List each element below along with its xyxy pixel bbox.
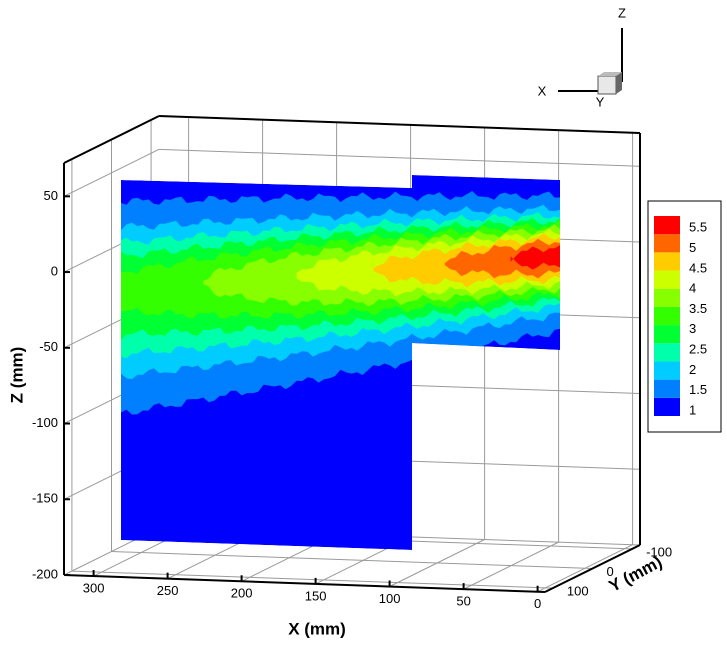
legend-label: 4 [689, 281, 696, 296]
legend-label: 2 [689, 362, 696, 377]
x-tick-label: 250 [157, 583, 179, 598]
z-axis-label: Z (mm) [7, 347, 26, 404]
contour-band [510, 245, 560, 270]
legend-label: 3 [689, 321, 696, 336]
axis-edge [63, 574, 546, 593]
legend-swatch [654, 306, 680, 326]
triad-cube [597, 75, 617, 95]
legend-label: 5 [689, 240, 696, 255]
x-axis-label: X (mm) [288, 619, 346, 638]
axis-edge [63, 115, 160, 164]
triad-cube-top [598, 72, 622, 76]
legend-swatch [654, 234, 680, 253]
triad-x-label: X [538, 83, 547, 98]
z-tick-label: 0 [51, 263, 58, 278]
triad-y-label: Y [596, 94, 605, 109]
legend-swatch [654, 270, 680, 289]
grid-line [71, 570, 553, 589]
grid-line [158, 148, 641, 167]
legend-swatch [654, 379, 680, 398]
x-tick-label: 100 [379, 591, 401, 606]
z-tick-label: -100 [32, 415, 58, 430]
legend-swatch [654, 361, 680, 380]
legend-swatch [654, 325, 680, 344]
legend: 1 1.5 2 2.5 3 3.5 4 4.5 5 5.5 [654, 216, 707, 417]
x-tick-label: 300 [83, 580, 105, 595]
z-tick-label: -150 [32, 491, 58, 506]
legend-swatch [654, 216, 680, 235]
legend-label: 5.5 [689, 220, 707, 235]
labels: 300 250 200 150 100 50 0 50 0 -50 -100 -150 -200 -100… [32, 188, 672, 611]
x-tick-label: 200 [231, 586, 253, 601]
z-tick-label: -200 [32, 566, 58, 581]
legend-swatch [654, 343, 680, 362]
legend-swatch [654, 397, 680, 416]
legend-label: 1 [689, 402, 696, 417]
triad-cube-side [616, 72, 622, 94]
legend-label: 1.5 [689, 382, 707, 397]
x-tick-label: 0 [534, 596, 541, 611]
axis-edge [544, 544, 641, 593]
legend-swatch [654, 252, 680, 271]
y-tick-label: 100 [567, 584, 589, 599]
x-tick-label: 50 [456, 594, 470, 609]
z-tick-label: -50 [39, 339, 58, 354]
z-tick-label: 50 [44, 188, 58, 203]
orientation-triad: Z X Y [538, 5, 626, 109]
triad-z-label: Z [618, 5, 626, 20]
legend-label: 3.5 [689, 301, 707, 316]
plot-layer [121, 175, 560, 550]
x-tick-label: 150 [305, 588, 327, 603]
grid-line [111, 551, 593, 569]
y-tick-label: -100 [646, 544, 672, 559]
box-edges [63, 115, 641, 593]
legend-label: 2.5 [689, 342, 707, 357]
y-tick-label: 0 [607, 564, 614, 579]
legend-label: 4.5 [689, 260, 707, 275]
y-axis-label: Y (mm) [606, 552, 666, 596]
axis-edge [158, 115, 641, 134]
legend-swatch [654, 288, 680, 307]
